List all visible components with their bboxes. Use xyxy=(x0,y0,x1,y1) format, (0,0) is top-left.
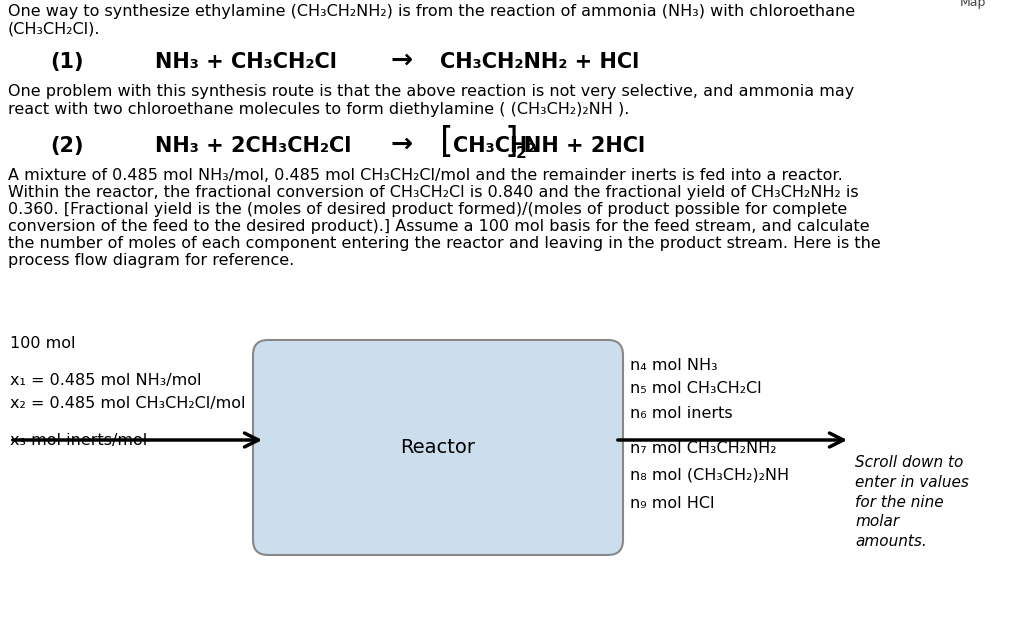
Text: the number of moles of each component entering the reactor and leaving in the pr: the number of moles of each component en… xyxy=(8,236,881,251)
Text: [: [ xyxy=(440,125,454,159)
Text: conversion of the feed to the desired product).] Assume a 100 mol basis for the : conversion of the feed to the desired pr… xyxy=(8,219,869,234)
Text: Scroll down to
enter in values
for the nine
molar
amounts.: Scroll down to enter in values for the n… xyxy=(855,455,969,549)
Text: 100 mol: 100 mol xyxy=(10,336,76,351)
Text: NH₃ + CH₃CH₂Cl: NH₃ + CH₃CH₂Cl xyxy=(155,52,337,72)
Text: n₅ mol CH₃CH₂Cl: n₅ mol CH₃CH₂Cl xyxy=(630,381,762,396)
Text: Reactor: Reactor xyxy=(400,438,475,457)
Text: n₆ mol inerts: n₆ mol inerts xyxy=(630,406,732,421)
Text: n₇ mol CH₃CH₂NH₂: n₇ mol CH₃CH₂NH₂ xyxy=(630,441,776,456)
Text: Map: Map xyxy=(961,0,986,9)
Text: ]: ] xyxy=(505,125,518,159)
FancyBboxPatch shape xyxy=(253,340,623,555)
Text: One way to synthesize ethylamine (CH₃CH₂NH₂) is from the reaction of ammonia (NH: One way to synthesize ethylamine (CH₃CH₂… xyxy=(8,4,855,19)
Text: (CH₃CH₂Cl).: (CH₃CH₂Cl). xyxy=(8,22,100,37)
Text: CH₃CH₂: CH₃CH₂ xyxy=(453,136,537,156)
Text: x₂ = 0.485 mol CH₃CH₂Cl/mol: x₂ = 0.485 mol CH₃CH₂Cl/mol xyxy=(10,396,246,411)
Text: NH₃ + 2CH₃CH₂Cl: NH₃ + 2CH₃CH₂Cl xyxy=(155,136,351,156)
Text: Within the reactor, the fractional conversion of CH₃CH₂Cl is 0.840 and the fract: Within the reactor, the fractional conve… xyxy=(8,185,859,200)
Text: One problem with this synthesis route is that the above reaction is not very sel: One problem with this synthesis route is… xyxy=(8,84,854,99)
Text: 0.360. [Fractional yield is the (moles of desired product formed)/(moles of prod: 0.360. [Fractional yield is the (moles o… xyxy=(8,202,847,217)
Text: x₃ mol inerts/mol: x₃ mol inerts/mol xyxy=(10,433,147,448)
Text: x₁ = 0.485 mol NH₃/mol: x₁ = 0.485 mol NH₃/mol xyxy=(10,373,202,388)
Text: →: → xyxy=(390,48,412,74)
Text: CH₃CH₂NH₂ + HCl: CH₃CH₂NH₂ + HCl xyxy=(440,52,639,72)
Text: A mixture of 0.485 mol NH₃/mol, 0.485 mol CH₃CH₂Cl/mol and the remainder inerts : A mixture of 0.485 mol NH₃/mol, 0.485 mo… xyxy=(8,168,843,183)
Text: →: → xyxy=(390,132,412,158)
Text: n₈ mol (CH₃CH₂)₂NH: n₈ mol (CH₃CH₂)₂NH xyxy=(630,468,790,483)
Text: process flow diagram for reference.: process flow diagram for reference. xyxy=(8,253,294,268)
Text: (2): (2) xyxy=(50,136,84,156)
Text: (1): (1) xyxy=(50,52,84,72)
Text: n₉ mol HCl: n₉ mol HCl xyxy=(630,496,715,511)
Text: react with two chloroethane molecules to form diethylamine ( (CH₃CH₂)₂NH ).: react with two chloroethane molecules to… xyxy=(8,102,630,117)
Text: 2: 2 xyxy=(516,146,526,161)
Text: n₄ mol NH₃: n₄ mol NH₃ xyxy=(630,358,718,373)
Text: NH + 2HCl: NH + 2HCl xyxy=(524,136,645,156)
